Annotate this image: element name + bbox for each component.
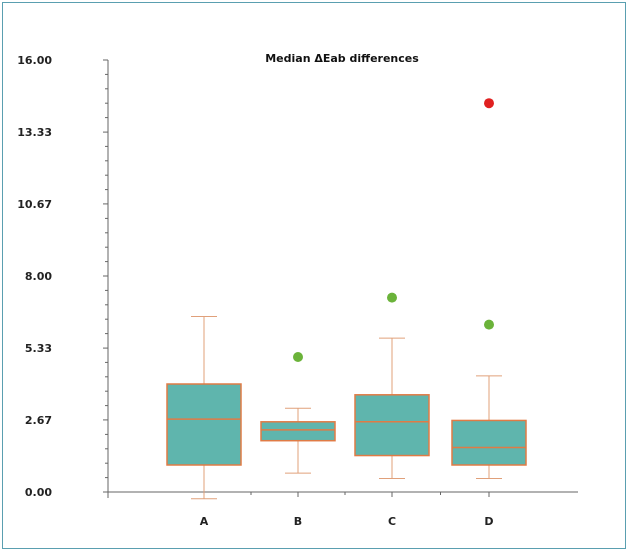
y-tick-label: 16.00 [17,54,52,67]
box-b [260,352,336,474]
y-tick-label: 10.67 [17,198,52,211]
x-tick-label: C [388,515,396,528]
box-c [354,292,430,479]
axes: 0.00 2.67 5.33 8.00 10.67 13.33 16.00 A B C D [17,54,578,528]
x-tick-label: A [200,515,209,528]
y-tick-label: 2.67 [25,414,52,427]
box-iqr [451,419,527,466]
mild-outlier [387,292,397,303]
y-tick-label: 13.33 [17,126,52,139]
mild-outlier [293,352,303,362]
extreme-outlier [484,98,494,109]
box-d [451,98,527,479]
box-iqr [166,383,242,466]
plot-area [166,98,527,500]
y-tick-label: 5.33 [25,342,52,355]
y-tick-label: 8.00 [25,270,52,283]
chart-title: Median ΔEab differences [265,52,419,65]
box-iqr [260,421,336,442]
y-tick-label: 0.00 [25,486,52,499]
mild-outlier [484,319,494,330]
x-tick-label: B [294,515,302,528]
x-tick-label: D [484,515,493,528]
box-a [166,316,242,500]
box-iqr [354,394,430,457]
